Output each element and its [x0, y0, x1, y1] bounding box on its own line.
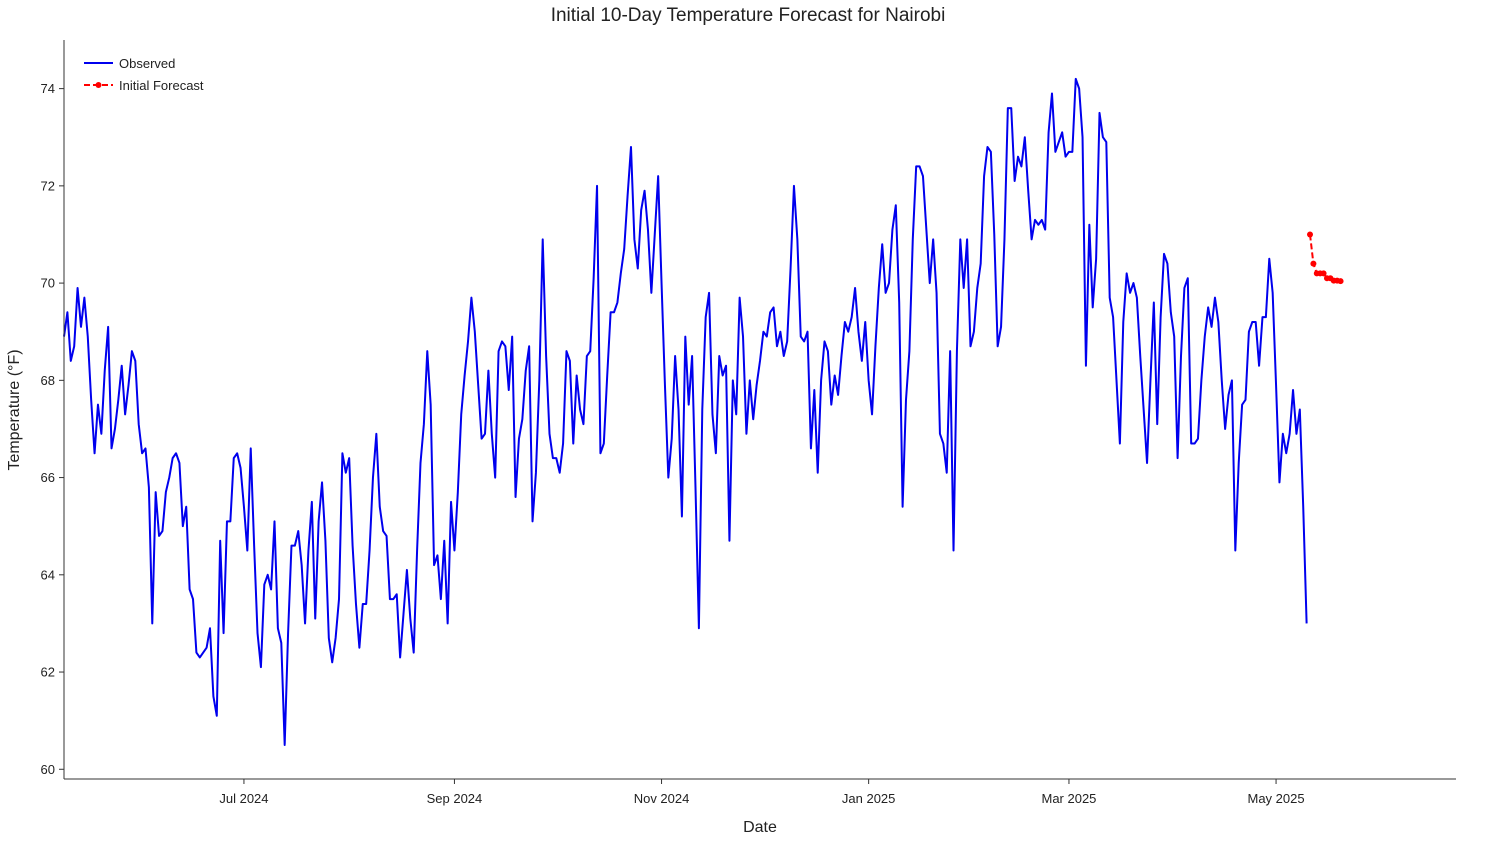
- y-tick-label: 60: [41, 762, 55, 777]
- y-tick-label: 62: [41, 665, 55, 680]
- y-tick-label: 70: [41, 276, 55, 291]
- y-tick-label: 68: [41, 373, 55, 388]
- y-tick-label: 72: [41, 178, 55, 193]
- forecast-point: [1307, 231, 1314, 238]
- forecast-point: [1310, 260, 1317, 267]
- x-tick-label: Mar 2025: [1041, 791, 1096, 806]
- legend-label-observed: Observed: [119, 56, 175, 71]
- legend-marker-forecast: [95, 82, 102, 88]
- legend-label-forecast: Initial Forecast: [119, 78, 204, 93]
- x-tick-label: May 2025: [1248, 791, 1305, 806]
- axes: 60 62 64 66 68 70 72 74 Jul 2024 Sep 2024 Nov 202…: [41, 40, 1456, 806]
- x-tick-label: Sep 2024: [427, 791, 483, 806]
- x-tick-label: Jul 2024: [219, 791, 268, 806]
- y-tick-label: 64: [41, 567, 55, 582]
- y-axis-label: Temperature (°F): [6, 349, 23, 470]
- series-line-observed: [63, 77, 1308, 746]
- y-tick-label: 66: [41, 470, 55, 485]
- legend: Observed Initial Forecast: [84, 56, 204, 93]
- x-tick-label: Nov 2024: [634, 791, 690, 806]
- y-tick-label: 74: [41, 81, 55, 96]
- x-axis-label: Date: [743, 819, 777, 836]
- forecast-point: [1320, 270, 1327, 277]
- x-ticks: Jul 2024 Sep 2024 Nov 2024 Jan 2025 Mar 2025…: [219, 779, 1305, 806]
- chart-title: Initial 10-Day Temperature Forecast for …: [551, 5, 946, 26]
- y-ticks: 60 62 64 66 68 70 72 74: [41, 81, 64, 777]
- x-tick-label: Jan 2025: [842, 791, 896, 806]
- forecast-point: [1337, 278, 1344, 285]
- plot-area: [63, 77, 1344, 746]
